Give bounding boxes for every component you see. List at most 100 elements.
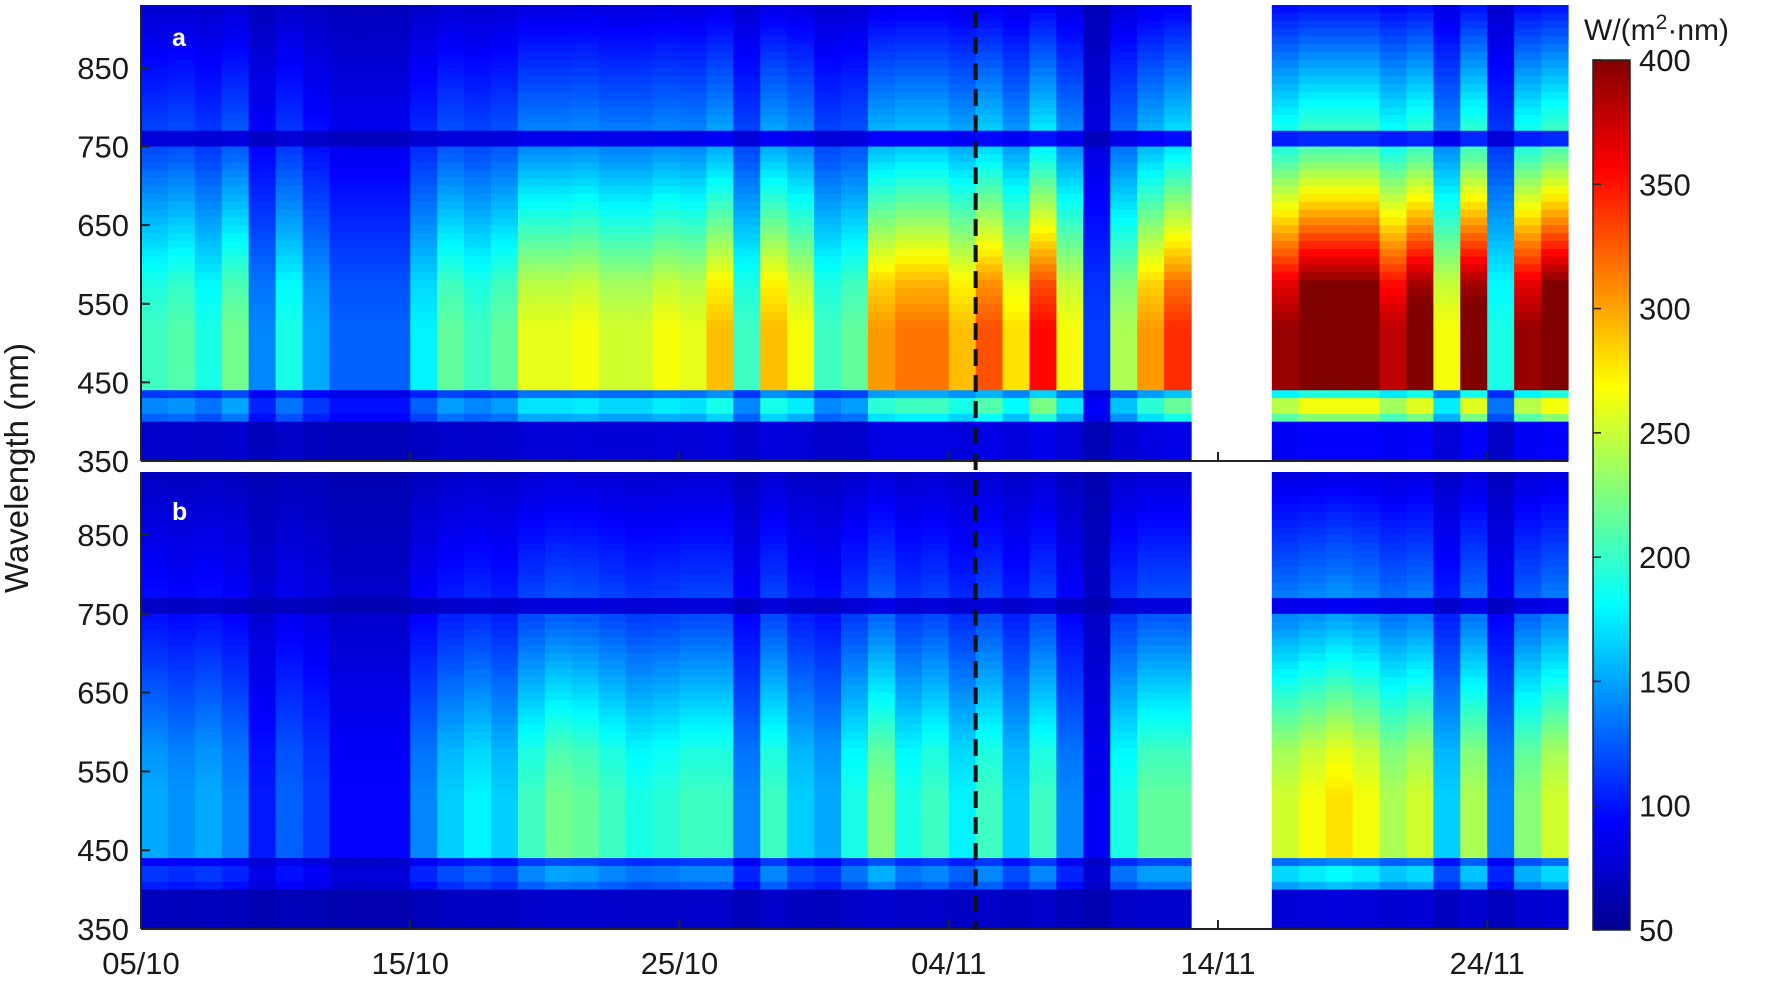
heatmap-cell [141, 472, 169, 481]
heatmap-cell [1002, 130, 1031, 140]
heatmap-cell [652, 527, 681, 536]
heatmap-cell [814, 747, 842, 757]
heatmap-cell [948, 437, 977, 446]
heatmap-cell [141, 550, 169, 560]
heatmap-cell [921, 209, 950, 218]
heatmap-cell [841, 264, 869, 273]
heatmap-cell [1514, 421, 1542, 431]
heatmap-cell [975, 873, 1004, 883]
heatmap-cell [517, 826, 546, 836]
heatmap-cell [571, 905, 600, 914]
heatmap-cell [275, 590, 304, 599]
heatmap-cell [544, 621, 573, 631]
heatmap-cell [1352, 233, 1381, 242]
heatmap-cell [975, 511, 1004, 520]
heatmap-cell [1379, 382, 1408, 391]
heatmap-cell [1298, 358, 1327, 368]
heatmap-cell [733, 91, 761, 100]
heatmap-cell [787, 327, 815, 336]
heatmap-cell [1298, 122, 1327, 132]
heatmap-cell [302, 5, 331, 14]
heatmap-cell [975, 12, 1004, 22]
heatmap-cell [706, 429, 734, 439]
heatmap-cell [625, 787, 654, 796]
heatmap-cell [1110, 154, 1138, 163]
heatmap-cell [1352, 217, 1381, 226]
heatmap-cell [248, 708, 277, 717]
heatmap-cell [491, 479, 519, 489]
heatmap-cell [329, 350, 357, 360]
heatmap-cell [948, 130, 977, 140]
heatmap-cell [410, 295, 438, 305]
heatmap-cell [1083, 865, 1111, 875]
heatmap-cell [383, 335, 411, 344]
heatmap-cell [248, 248, 277, 258]
heatmap-cell [760, 170, 788, 179]
heatmap-cell [841, 873, 869, 883]
heatmap-cell [194, 787, 223, 796]
heatmap-cell [1541, 240, 1569, 250]
heatmap-cell [517, 413, 546, 423]
heatmap-cell [894, 122, 923, 132]
heatmap-cell [814, 115, 842, 124]
heatmap-cell [706, 107, 734, 116]
heatmap-cell [302, 724, 331, 733]
heatmap-cell [437, 280, 465, 289]
heatmap-cell [491, 177, 519, 187]
heatmap-cell [867, 256, 896, 266]
heatmap-cell [948, 834, 977, 843]
heatmap-cell [329, 810, 357, 820]
heatmap-cell [867, 621, 896, 631]
heatmap-cell [275, 280, 304, 289]
heatmap-cell [1271, 288, 1300, 297]
heatmap-cell [867, 28, 896, 38]
heatmap-cell [1271, 201, 1300, 211]
heatmap-cell [1514, 413, 1542, 423]
heatmap-cell [275, 107, 304, 116]
heatmap-cell [1164, 177, 1192, 187]
heatmap-cell [141, 850, 169, 859]
heatmap-cell [329, 755, 357, 765]
heatmap-cell [598, 170, 627, 179]
heatmap-cell [1406, 67, 1434, 77]
heatmap-cell [1541, 225, 1569, 234]
heatmap-cell [1487, 107, 1515, 116]
heatmap-cell [329, 225, 357, 234]
heatmap-cell [437, 12, 465, 22]
heatmap-cell [598, 921, 627, 930]
heatmap-cell [1110, 122, 1138, 132]
heatmap-cell [1487, 28, 1515, 38]
heatmap-cell [1137, 209, 1165, 218]
heatmap-cell [464, 732, 492, 741]
heatmap-cell [491, 162, 519, 171]
heatmap-cell [1487, 272, 1515, 281]
heatmap-cell [302, 684, 331, 694]
heatmap-cell [1056, 12, 1084, 22]
heatmap-cell [1137, 311, 1165, 321]
heatmap-cell [248, 327, 277, 336]
heatmap-cell [437, 60, 465, 69]
heatmap-cell [410, 684, 438, 694]
heatmap-cell [194, 676, 223, 686]
heatmap-cell [1029, 739, 1058, 749]
heatmap-cell [706, 146, 734, 155]
heatmap-cell [329, 582, 357, 591]
heatmap-cell [248, 590, 277, 599]
heatmap-cell [275, 779, 304, 788]
heatmap-cell [787, 99, 815, 108]
heatmap-cell [437, 91, 465, 100]
heatmap-cell [1514, 75, 1542, 85]
heatmap-cell [275, 519, 304, 528]
heatmap-cell [598, 503, 627, 512]
heatmap-cell [1379, 429, 1408, 439]
heatmap-cell [275, 661, 304, 670]
heatmap-cell [921, 177, 950, 187]
heatmap-cell [733, 511, 761, 520]
heatmap-cell [221, 598, 250, 607]
heatmap-cell [329, 487, 357, 497]
heatmap-cell [517, 264, 546, 273]
heatmap-cell [491, 897, 519, 906]
heatmap-cell [194, 716, 223, 725]
heatmap-cell [1164, 405, 1192, 415]
heatmap-cell [1056, 130, 1084, 140]
